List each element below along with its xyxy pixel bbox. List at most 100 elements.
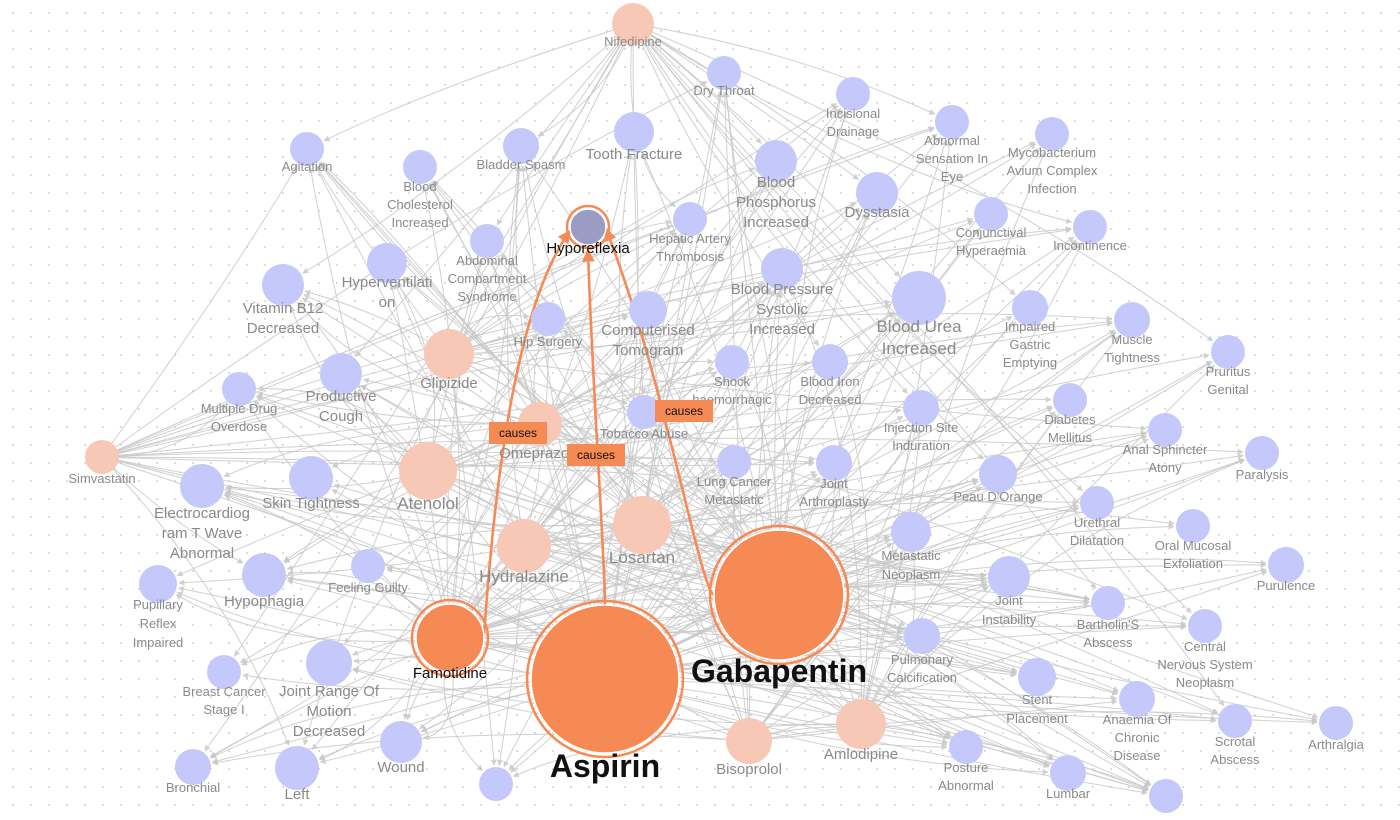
- node-circle: [892, 271, 946, 325]
- node-label: Incontinence: [1053, 238, 1127, 253]
- node-joint-instability[interactable]: Joint Instability: [982, 556, 1037, 627]
- edge-gabapentin-dry-throat: [723, 91, 780, 596]
- node-shock-haemorrhagic[interactable]: Shock haemorrhagic: [692, 345, 772, 407]
- node-posture-abnormal[interactable]: Posture Abnormal: [938, 730, 994, 793]
- node-feeling-guilty[interactable]: Feeling Guilty: [328, 549, 408, 595]
- node-atenolol[interactable]: Atenolol: [397, 442, 459, 513]
- node-oral-mucosal-exfoliation[interactable]: Oral Mucosal Exfoliation: [1155, 509, 1232, 571]
- node-paralysis[interactable]: Paralysis: [1236, 436, 1289, 482]
- node-circle: [275, 746, 319, 790]
- node-dry-throat[interactable]: Dry Throat: [693, 56, 755, 98]
- node-pruritus-genital[interactable]: Pruritus Genital: [1206, 335, 1251, 397]
- node-label: Peau D'Orange: [953, 489, 1042, 504]
- node-vitamin-b12-decreased[interactable]: Vitamin B12 Decreased: [243, 264, 324, 337]
- node-losartan[interactable]: Losartan: [609, 496, 675, 567]
- node-blood-cholesterol-increased[interactable]: Blood Cholesterol Increased: [387, 150, 453, 230]
- node-joint-range-of-motion-decreased[interactable]: Joint Range Of Motion Decreased: [279, 640, 380, 740]
- node-pulmonary-calcification[interactable]: Pulmonary Calcification: [887, 618, 957, 685]
- node-circle: [949, 730, 983, 764]
- node-scrotal-abscess[interactable]: Scrotal Abscess: [1210, 704, 1260, 767]
- node-incisional-drainage[interactable]: Incisional Drainage: [826, 77, 880, 139]
- node-gabapentin[interactable]: Gabapentin: [691, 524, 867, 689]
- node-amlodipine[interactable]: Amlodipine: [824, 699, 898, 763]
- node-diabetes-mellitus[interactable]: Diabetes Mellitus: [1044, 383, 1096, 445]
- node-anal-sphincter-atony[interactable]: Anal Sphincter Atony: [1123, 413, 1208, 475]
- node-dysstasia[interactable]: Dysstasia: [844, 172, 910, 221]
- node-hip-surgery[interactable]: Hip Surgery: [514, 302, 583, 349]
- edge-label-box: [489, 422, 547, 444]
- node-hyporeflexia[interactable]: Hyporeflexia: [546, 204, 630, 257]
- node-unlabeled-2[interactable]: [1149, 779, 1183, 813]
- node-anaemia-of-chronic-disease[interactable]: Anaemia Of Chronic Disease: [1103, 681, 1172, 763]
- node-arthralgia[interactable]: Arthralgia: [1308, 706, 1365, 752]
- node-bronchial[interactable]: Bronchial: [166, 749, 220, 795]
- node-label: Dry Throat: [693, 83, 755, 98]
- node-aspirin[interactable]: Aspirin: [525, 599, 685, 784]
- node-nifedipine[interactable]: Nifedipine: [604, 3, 662, 49]
- node-blood-pressure-systolic-increased[interactable]: Blood Pressure Systolic Increased: [731, 248, 834, 338]
- node-label: Blood Cholesterol Increased: [387, 179, 453, 230]
- node-muscle-tightness[interactable]: Muscle Tightness: [1104, 302, 1160, 365]
- node-injection-site-induration[interactable]: Injection Site Induration: [884, 390, 958, 453]
- node-mycobacterium-avium-complex-infection[interactable]: Mycobacterium Avium Complex Infection: [1007, 117, 1098, 196]
- node-left[interactable]: Left: [275, 746, 319, 803]
- node-label: Joint Range Of Motion Decreased: [279, 683, 380, 740]
- node-multiple-drug-overdose[interactable]: Multiple Drug Overdose: [201, 372, 278, 434]
- edge-gabapentin-causes-hyporeflexia[interactable]: [604, 227, 715, 597]
- node-urethral-dilatation[interactable]: Urethral Dilatation: [1070, 486, 1124, 548]
- edge-label-aspirin[interactable]: causes: [567, 444, 625, 466]
- node-stent-placement[interactable]: Stent Placement: [1006, 658, 1068, 726]
- node-incontinence[interactable]: Incontinence: [1053, 210, 1127, 253]
- node-lung-cancer-metastatic[interactable]: Lung Cancer Metastatic: [697, 445, 772, 507]
- node-hyperventilation[interactable]: Hyperventilati on: [342, 243, 433, 311]
- node-label: Hepatic Artery Thrombosis: [649, 231, 731, 264]
- node-bladder-spasm[interactable]: Bladder Spasm: [477, 128, 566, 172]
- node-tooth-fracture[interactable]: Tooth Fracture: [586, 112, 683, 163]
- edge-aspirin-muscle-tightness: [604, 331, 1117, 680]
- node-wound[interactable]: Wound: [377, 721, 425, 776]
- node-label: Scrotal Abscess: [1210, 734, 1260, 767]
- node-metastatic-neoplasm[interactable]: Metastatic Neoplasm: [881, 512, 941, 582]
- node-hepatic-artery-thrombosis[interactable]: Hepatic Artery Thrombosis: [649, 202, 731, 264]
- node-famotidine[interactable]: Famotidine: [410, 598, 490, 682]
- edge-omeprazole-bladder-spasm: [515, 165, 541, 425]
- node-label: Computerised Tomogram: [601, 322, 694, 359]
- node-bisoprolol[interactable]: Bisoprolol: [716, 718, 782, 778]
- edge-atenolol-blood-pressure-systolic-increased: [427, 282, 764, 472]
- node-hydralazine[interactable]: Hydralazine: [479, 519, 569, 586]
- edge-amlodipine-diabetes-mellitus: [860, 414, 1059, 725]
- node-conjunctival-hyperaemia[interactable]: Conjunctival Hyperaemia: [956, 197, 1027, 258]
- node-bartholin-s-abscess[interactable]: Bartholin'S Abscess: [1077, 586, 1140, 650]
- node-abdominal-compartment-syndrome[interactable]: Abdominal Compartment Syndrome: [448, 224, 527, 304]
- node-unlabeled-1[interactable]: [479, 767, 513, 801]
- node-blood-phosphorus-increased[interactable]: Blood Phosphorus Increased: [736, 140, 816, 231]
- node-pupillary-reflex-impaired[interactable]: Pupillary Reflex Impaired: [133, 565, 184, 650]
- node-electrocardiogram-t-wave-abnormal[interactable]: Electrocardiog ram T Wave Abnormal: [154, 464, 250, 562]
- node-productive-cough[interactable]: Productive Cough: [306, 353, 377, 425]
- edge-label-gabapentin[interactable]: causes: [655, 400, 713, 422]
- node-label: Left: [284, 786, 310, 803]
- node-abnormal-sensation-in-eye[interactable]: Abnormal Sensation In Eye: [916, 105, 988, 184]
- node-skin-tightness[interactable]: Skin Tightness: [262, 456, 360, 512]
- node-computerised-tomogram[interactable]: Computerised Tomogram: [601, 291, 695, 359]
- node-breast-cancer-stage-i[interactable]: Breast Cancer Stage I: [182, 655, 266, 717]
- node-impaired-gastric-emptying[interactable]: Impaired Gastric Emptying: [1003, 290, 1057, 370]
- node-glipizide[interactable]: Glipizide: [420, 329, 478, 392]
- node-agitation[interactable]: Agitation: [282, 132, 333, 174]
- edge-label-famotidine[interactable]: causes: [489, 422, 547, 444]
- node-joint-arthroplasty[interactable]: Joint Arthroplasty: [799, 445, 869, 509]
- edge-amlodipine-abnormal-sensation-in-eye: [860, 140, 953, 725]
- node-blood-urea-increased[interactable]: Blood Urea Increased: [876, 271, 962, 358]
- node-tobacco-abuse[interactable]: Tobacco Abuse: [600, 395, 688, 441]
- node-purulence[interactable]: Purulence: [1257, 547, 1316, 593]
- node-central-nervous-system-neoplasm[interactable]: Central Nervous System Neoplasm: [1157, 609, 1253, 690]
- node-hypophagia[interactable]: Hypophagia: [224, 553, 305, 610]
- node-lumbar[interactable]: Lumbar: [1046, 755, 1091, 801]
- node-blood-iron-decreased[interactable]: Blood Iron Decreased: [799, 344, 862, 407]
- edge-aspirin-diabetes-mellitus: [604, 411, 1056, 680]
- node-peau-d-orange[interactable]: Peau D'Orange: [953, 455, 1043, 504]
- node-circle: [1080, 486, 1114, 520]
- node-simvastatin[interactable]: Simvastatin: [68, 440, 136, 486]
